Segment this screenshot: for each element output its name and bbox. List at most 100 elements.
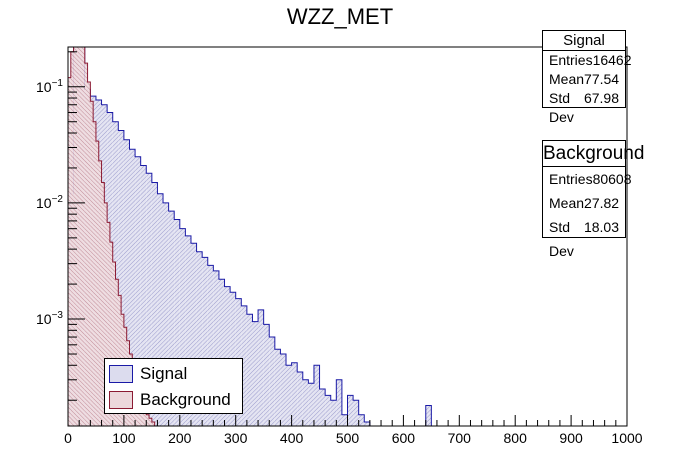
signal-bin-56 bbox=[425, 405, 432, 426]
signal-bin-21 bbox=[185, 235, 191, 426]
signal-bin-49 bbox=[341, 414, 348, 426]
background-entries-value: 80608 bbox=[592, 171, 632, 187]
background-bin-4 bbox=[79, 47, 82, 426]
background-mean-value: 27.82 bbox=[584, 195, 620, 211]
signal-mean-row: Mean 77.54 bbox=[543, 70, 625, 89]
signal-bin-18 bbox=[168, 211, 175, 426]
legend-label-background: Background bbox=[140, 390, 231, 409]
background-bin-28 bbox=[146, 414, 150, 426]
legend-item-background: Background bbox=[109, 389, 231, 411]
signal-bin-36 bbox=[269, 337, 275, 426]
signal-bin-19 bbox=[174, 219, 180, 426]
signal-bin-39 bbox=[286, 365, 292, 426]
background-bin-27 bbox=[143, 408, 147, 426]
signal-bin-52 bbox=[358, 414, 365, 426]
signal-bin-38 bbox=[280, 354, 287, 426]
signal-bin-42 bbox=[302, 379, 309, 426]
signal-bin-50 bbox=[347, 395, 354, 426]
background-std-row: Std Dev 18.03 bbox=[543, 215, 625, 259]
background-stats-title: Background bbox=[543, 141, 644, 167]
signal-bin-16 bbox=[157, 193, 164, 426]
signal-bin-9 bbox=[118, 130, 124, 426]
background-std-value: 18.03 bbox=[583, 219, 619, 235]
y-tick-label: 10−1 bbox=[36, 78, 63, 95]
signal-bin-34 bbox=[258, 309, 264, 426]
x-tick-label: 800 bbox=[504, 430, 528, 446]
signal-bin-43 bbox=[308, 383, 314, 426]
background-std-label: Std Dev bbox=[549, 219, 574, 259]
background-bin-30 bbox=[151, 421, 155, 426]
x-tick-label: 100 bbox=[112, 430, 136, 446]
signal-bin-33 bbox=[252, 321, 259, 426]
legend: Signal Background bbox=[104, 358, 243, 414]
signal-bin-24 bbox=[202, 257, 208, 426]
signal-bin-53 bbox=[364, 421, 370, 426]
signal-mean-label: Mean bbox=[549, 71, 585, 87]
background-bin-11 bbox=[98, 160, 102, 427]
signal-entries-label: Entries bbox=[549, 52, 593, 68]
signal-bin-45 bbox=[319, 388, 326, 426]
signal-bin-26 bbox=[213, 270, 219, 426]
signal-bin-35 bbox=[263, 324, 270, 426]
background-entries-row: Entries 80608 bbox=[543, 167, 632, 191]
signal-bin-15 bbox=[151, 182, 158, 426]
signal-bin-28 bbox=[224, 286, 231, 426]
background-bin-29 bbox=[149, 418, 152, 426]
signal-bin-12 bbox=[135, 156, 141, 427]
signal-bin-13 bbox=[140, 165, 147, 426]
background-bin-6 bbox=[84, 63, 88, 427]
background-bin-5 bbox=[81, 47, 85, 426]
x-tick-label: 0 bbox=[64, 430, 72, 446]
signal-bin-31 bbox=[241, 305, 247, 426]
legend-item-signal: Signal bbox=[109, 363, 187, 385]
background-bin-14 bbox=[107, 222, 110, 426]
background-entries-label: Entries bbox=[549, 171, 593, 187]
background-mean-row: Mean 27.82 bbox=[543, 191, 625, 215]
background-bin-12 bbox=[101, 182, 105, 426]
signal-bin-17 bbox=[163, 202, 169, 426]
signal-bin-20 bbox=[179, 228, 186, 426]
signal-bin-32 bbox=[246, 314, 253, 426]
signal-bin-11 bbox=[129, 149, 136, 426]
background-bin-10 bbox=[95, 141, 99, 426]
background-bin-15 bbox=[109, 242, 113, 426]
signal-entries-row: Entries 16462 bbox=[543, 51, 632, 70]
signal-bin-27 bbox=[218, 279, 225, 426]
background-bin-1 bbox=[70, 51, 74, 427]
background-bin-9 bbox=[93, 121, 96, 427]
background-bin-2 bbox=[73, 47, 77, 426]
background-bin-13 bbox=[104, 202, 108, 426]
signal-bin-51 bbox=[353, 400, 359, 426]
signal-stats-box: Signal Entries 16462 Mean 77.54 Std Dev … bbox=[542, 30, 632, 125]
x-tick-label: 600 bbox=[392, 430, 416, 446]
signal-entries-value: 16462 bbox=[592, 52, 632, 68]
signal-bin-25 bbox=[207, 265, 214, 426]
axes: 0 100 200 300 400 500 600 700 800 900 1000 10−1 10−2… bbox=[36, 51, 643, 446]
signal-bin-14 bbox=[146, 173, 152, 426]
x-tick-label: 300 bbox=[224, 430, 248, 446]
background-bin-0 bbox=[68, 77, 71, 427]
signal-bin-48 bbox=[336, 379, 342, 426]
chart-title: WZZ_MET bbox=[286, 4, 394, 29]
background-bin-8 bbox=[90, 101, 94, 426]
y-tick-label: 10−2 bbox=[36, 194, 63, 211]
legend-swatch-background bbox=[109, 391, 133, 409]
signal-bin-41 bbox=[297, 372, 303, 426]
signal-bin-44 bbox=[313, 365, 320, 426]
signal-mean-value: 77.54 bbox=[584, 71, 620, 87]
background-stats-box: Background Entries 80608 Mean 27.82 Std … bbox=[542, 140, 644, 259]
signal-bin-10 bbox=[123, 139, 130, 426]
signal-bin-46 bbox=[325, 395, 331, 426]
signal-bin-22 bbox=[190, 243, 197, 426]
y-tick-label: 10−3 bbox=[36, 310, 63, 327]
x-tick-label: 500 bbox=[336, 430, 360, 446]
background-mean-label: Mean bbox=[549, 195, 585, 211]
signal-bin-37 bbox=[274, 349, 281, 426]
x-tick-label: 700 bbox=[448, 430, 472, 446]
x-tick-label: 400 bbox=[280, 430, 304, 446]
signal-bin-23 bbox=[196, 251, 203, 426]
x-tick-label: 900 bbox=[559, 430, 583, 446]
signal-outline bbox=[67, 46, 437, 427]
legend-swatch-signal bbox=[109, 365, 133, 383]
signal-bin-40 bbox=[291, 362, 298, 426]
